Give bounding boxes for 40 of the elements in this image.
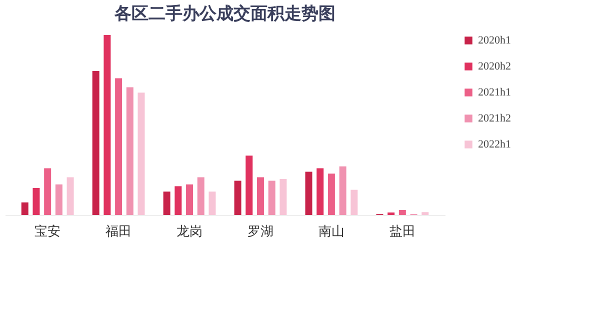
bar (280, 179, 287, 215)
chart-title: 各区二手办公成交面积走势图 (114, 4, 336, 24)
bar (21, 202, 28, 215)
x-tick-label: 南山 (318, 224, 344, 240)
bar (32, 188, 40, 215)
bar (268, 180, 276, 215)
legend-label: 2020h2 (478, 60, 511, 72)
bar (174, 186, 182, 215)
bar (316, 168, 324, 215)
bar (388, 212, 395, 215)
legend-label: 2022h1 (478, 138, 511, 150)
bar (422, 212, 429, 215)
bar (163, 192, 170, 215)
bar (55, 184, 62, 215)
x-tick-label: 龙岗 (176, 224, 203, 240)
bar (339, 166, 346, 215)
bar (256, 177, 264, 215)
bar (126, 87, 134, 215)
legend-label: 2021h2 (478, 112, 511, 124)
bar (208, 192, 216, 215)
bar (350, 190, 358, 215)
legend-label: 2020h1 (478, 34, 511, 46)
bar (398, 210, 406, 215)
x-tick-label: 罗湖 (247, 224, 274, 240)
bar (92, 71, 100, 215)
bar (197, 177, 204, 215)
bar (186, 184, 194, 215)
x-tick-label: 福田 (106, 224, 132, 240)
bar (328, 174, 335, 215)
bar (104, 35, 111, 215)
bar (246, 156, 253, 215)
bar (234, 180, 242, 215)
x-tick-label: 宝安 (34, 224, 61, 240)
bar (115, 78, 122, 215)
bar (66, 177, 74, 215)
x-tick-label: 盐田 (389, 224, 416, 240)
bar (44, 168, 52, 215)
bar (138, 92, 145, 215)
bar (305, 172, 312, 215)
legend-label: 2021h1 (478, 86, 511, 98)
